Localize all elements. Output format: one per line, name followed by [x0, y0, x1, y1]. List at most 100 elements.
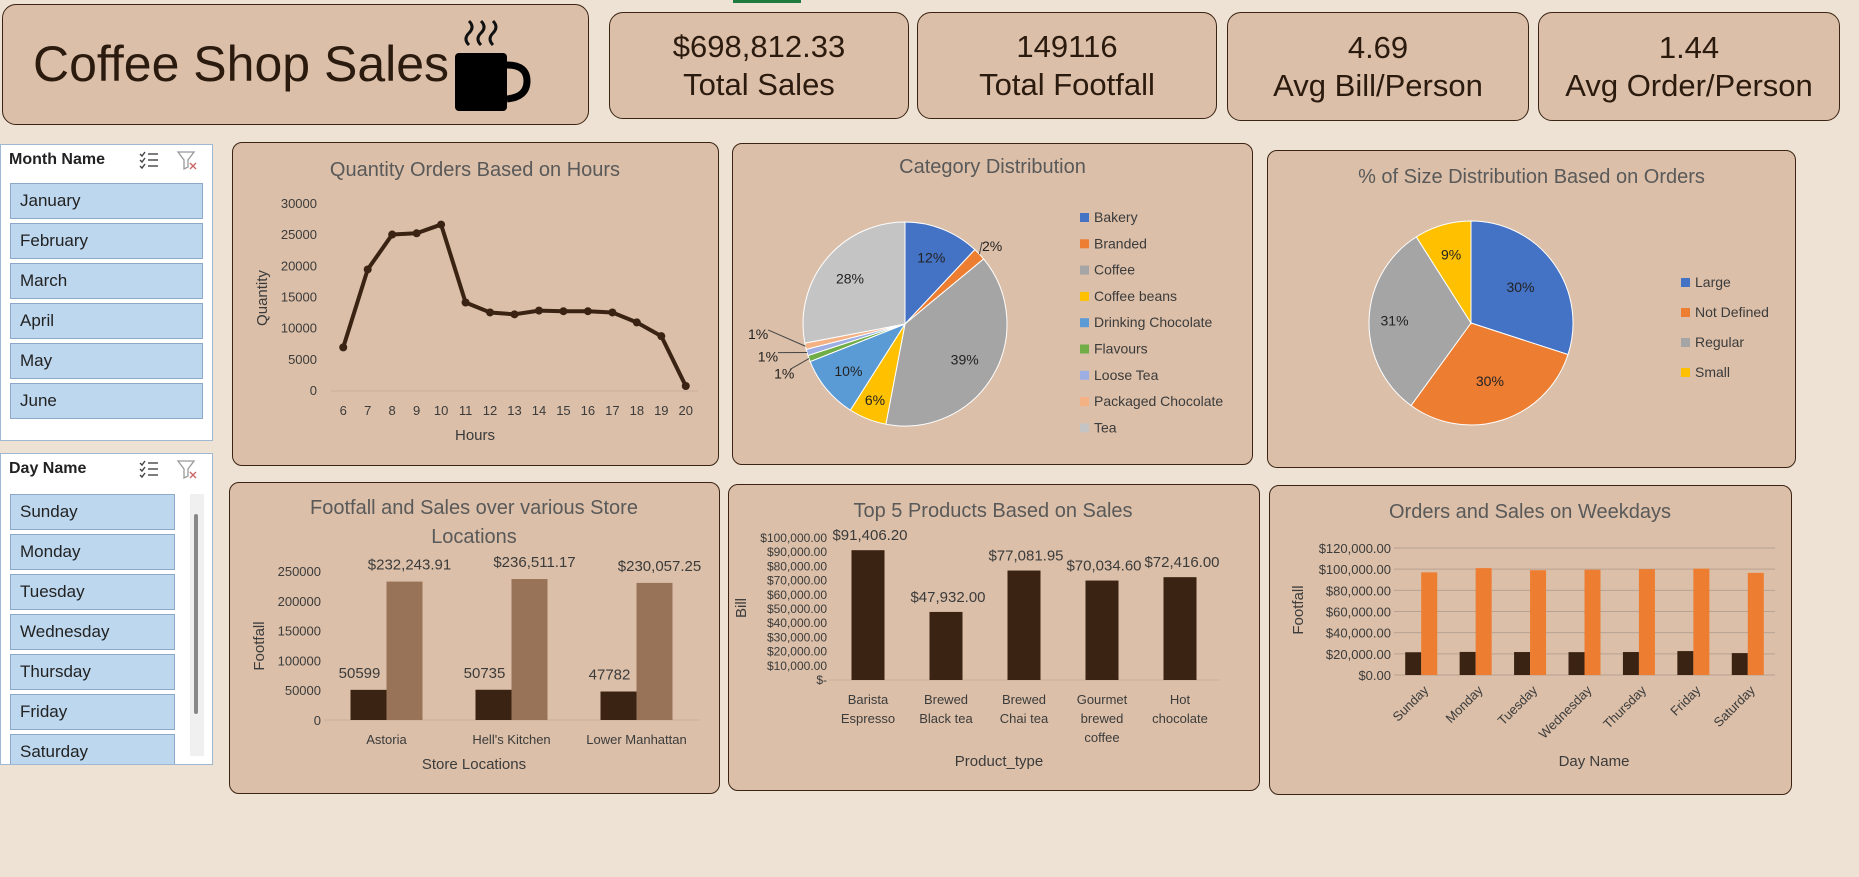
legend-swatch	[1080, 291, 1089, 301]
x-tick-label: Barista	[848, 692, 889, 707]
slice-label: 30%	[1506, 279, 1534, 295]
clear-filter-icon[interactable]	[176, 458, 198, 480]
data-label: $232,243.91	[368, 557, 451, 574]
y-tick-label: $40,000.00	[1326, 626, 1391, 641]
x-tick-label: 18	[630, 403, 644, 418]
kpi-label: Avg Bill/Person	[1273, 67, 1483, 103]
kpi-value: 4.69	[1347, 29, 1409, 65]
bar	[1638, 569, 1655, 675]
x-tick-label: Gourmet	[1077, 692, 1128, 707]
slice-label: 6%	[865, 392, 885, 408]
data-point	[437, 220, 446, 229]
bar	[475, 689, 512, 720]
bar	[1731, 653, 1748, 675]
x-tick-label: coffee	[1084, 730, 1119, 745]
y-tick-label: $100,000.00	[1319, 562, 1391, 577]
y-tick-label: $90,000.00	[767, 545, 827, 559]
bar	[1530, 570, 1547, 675]
slicer-item-friday[interactable]: Friday	[10, 694, 175, 730]
slicer-item-march[interactable]: March	[10, 263, 203, 299]
chart-title: Quantity Orders Based on Hours	[330, 159, 620, 181]
weekdays-bar-chart: Orders and Sales on Weekdays $0.00 $20,000…	[1290, 501, 1775, 770]
day-slicer: Day Name Sunday Monday Tuesday Wednesday…	[0, 453, 213, 765]
slice-label: 10%	[834, 363, 862, 379]
pie-slice	[904, 221, 976, 326]
multi-select-icon[interactable]	[138, 149, 160, 171]
y-tick-label: $20,000.00	[767, 645, 827, 659]
y-tick-label: $60,000.00	[767, 588, 827, 602]
multi-select-icon[interactable]	[138, 458, 160, 480]
slicer-item-sunday[interactable]: Sunday	[10, 494, 175, 530]
x-tick-label: Hot	[1170, 692, 1191, 707]
x-tick-label: 13	[507, 403, 521, 418]
bar	[851, 550, 885, 680]
y-tick-label: 30000	[281, 196, 317, 211]
x-tick-label: Espresso	[841, 711, 895, 726]
chart-weekdays-panel: Orders and Sales on Weekdays $0.00 $20,000…	[1269, 485, 1792, 795]
x-tick-label: Friday	[1667, 682, 1703, 718]
kpi-total-footfall: 149116 Total Footfall	[917, 12, 1217, 119]
chart-stores-panel: Footfall and Sales over various Store Loc…	[229, 482, 720, 794]
y-tick-label: $30,000.00	[767, 630, 827, 644]
scrollbar-thumb[interactable]	[194, 514, 198, 714]
legend-swatch	[1681, 338, 1690, 347]
x-tick-label: 11	[459, 403, 473, 418]
x-tick-label: 16	[581, 403, 595, 418]
x-tick-label: Lower Manhattan	[586, 732, 686, 747]
x-tick-label: 14	[532, 403, 546, 418]
x-tick-label: Brewed	[1002, 692, 1046, 707]
legend-label: Drinking Chocolate	[1094, 314, 1212, 330]
x-tick-label: Saturday	[1710, 682, 1758, 730]
slicer-scrollbar[interactable]	[190, 494, 204, 756]
legend-label: Regular	[1695, 334, 1744, 350]
bar	[636, 582, 673, 720]
clear-filter-icon[interactable]	[176, 149, 198, 171]
slicer-item-saturday[interactable]: Saturday	[10, 734, 175, 764]
legend-label: Tea	[1094, 419, 1117, 435]
bar	[386, 581, 423, 720]
data-point	[339, 343, 348, 352]
bar	[1622, 652, 1639, 675]
y-tick-label: 10000	[281, 321, 317, 336]
x-tick-label: 19	[654, 403, 668, 418]
chart-products-panel: Top 5 Products Based on Sales $- $10,000.0…	[728, 484, 1260, 791]
bar	[1677, 651, 1694, 675]
x-tick-label: Thursday	[1600, 682, 1649, 731]
x-tick-label: Black tea	[919, 711, 973, 726]
slicer-item-february[interactable]: February	[10, 223, 203, 259]
y-tick-label: $80,000.00	[1326, 583, 1391, 598]
data-label: 47782	[589, 667, 631, 684]
chart-size-panel: % of Size Distribution Based on Orders 30…	[1267, 150, 1796, 468]
data-label: 50735	[464, 665, 506, 682]
data-point	[486, 308, 495, 317]
data-point	[608, 308, 617, 317]
legend-swatch	[1080, 318, 1089, 328]
slicer-item-wednesday[interactable]: Wednesday	[10, 614, 175, 650]
slice-label: 1%	[774, 365, 794, 381]
y-tick-label: 0	[310, 383, 317, 398]
slicer-header: Month Name	[9, 151, 105, 168]
slicer-item-thursday[interactable]: Thursday	[10, 654, 175, 690]
slicer-item-june[interactable]: June	[10, 383, 203, 419]
slicer-item-monday[interactable]: Monday	[10, 534, 175, 570]
slicer-item-may[interactable]: May	[10, 343, 203, 379]
y-axis-title: Bill	[733, 598, 750, 618]
slicer-item-tuesday[interactable]: Tuesday	[10, 574, 175, 610]
slicer-item-january[interactable]: January	[10, 183, 203, 219]
kpi-avg-order: 1.44 Avg Order/Person	[1538, 12, 1840, 121]
data-point	[510, 310, 519, 319]
slicer-item-april[interactable]: April	[10, 303, 203, 339]
y-tick-label: $10,000.00	[767, 659, 827, 673]
slice-label: 1%	[748, 326, 768, 342]
data-point	[632, 318, 641, 327]
x-tick-label: 6	[340, 403, 347, 418]
y-tick-label: 250000	[278, 564, 321, 579]
series-line	[341, 222, 688, 387]
bar	[1568, 652, 1585, 675]
pie-slice	[1410, 322, 1569, 426]
kpi-total-sales: $698,812.33 Total Sales	[609, 12, 909, 119]
y-axis-title: Footfall	[251, 621, 268, 670]
kpi-avg-bill: 4.69 Avg Bill/Person	[1227, 12, 1529, 121]
slice-label: 39%	[951, 351, 979, 367]
bar	[1693, 568, 1710, 675]
